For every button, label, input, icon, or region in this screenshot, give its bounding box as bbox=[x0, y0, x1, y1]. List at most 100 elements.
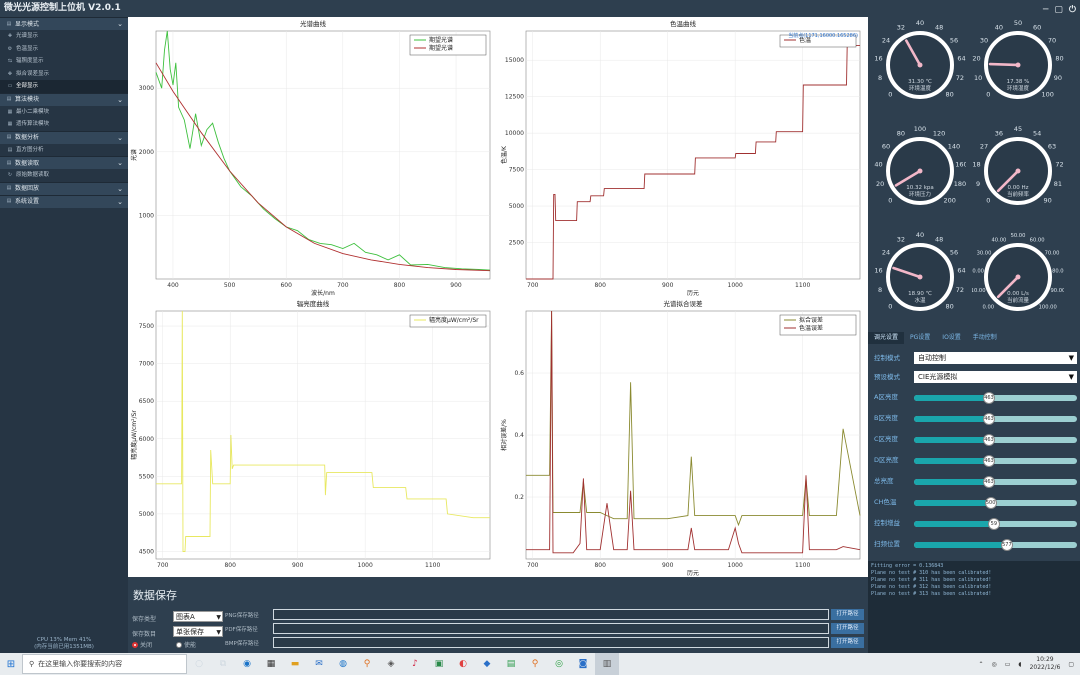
search-app-icon[interactable]: ⚲ bbox=[363, 659, 371, 669]
open-path-button[interactable]: 打开路径 bbox=[831, 637, 864, 648]
sidebar-item[interactable]: ▤ 直方图分析 bbox=[0, 144, 128, 157]
app-window-icon[interactable]: ▥ bbox=[595, 653, 619, 675]
slider-handle[interactable]: 463 bbox=[982, 392, 995, 404]
chart-title: 色温曲线 bbox=[670, 19, 697, 28]
slider-handle[interactable]: 59 bbox=[987, 518, 1000, 530]
sidebar-item[interactable]: ▦ 最小二乘模块 bbox=[0, 106, 128, 119]
power-icon[interactable]: ⏻ bbox=[1068, 5, 1076, 15]
mail-icon[interactable]: ✉ bbox=[315, 659, 323, 669]
qt-icon[interactable]: ◙ bbox=[578, 659, 588, 669]
maximize-icon[interactable]: ▢ bbox=[1054, 5, 1063, 15]
save-count-select[interactable]: 单张保存 ▼ bbox=[173, 626, 223, 637]
gauge-tick-label: 30 bbox=[980, 36, 988, 44]
slider-handle[interactable]: 463 bbox=[982, 455, 995, 467]
save-type-select[interactable]: 图表A ▼ bbox=[173, 611, 223, 622]
sidebar-group[interactable]: ▤ 系统设置 ⌄ bbox=[0, 194, 128, 208]
tab-0[interactable]: 调光设置 bbox=[868, 332, 905, 344]
legend-label: 色温误差 bbox=[799, 324, 823, 332]
slider-track[interactable]: 463 bbox=[914, 455, 1077, 467]
tab-3[interactable]: 手动控制 bbox=[972, 334, 997, 341]
folder-icon[interactable]: ▬ bbox=[290, 659, 300, 669]
sidebar-group[interactable]: ▤ 算法模块 ⌄ bbox=[0, 92, 128, 106]
preset-mode-select[interactable]: CIE光源模拟 ▼ bbox=[914, 371, 1077, 383]
tray-chevron-icon[interactable]: ⌃ bbox=[978, 660, 984, 668]
sidebar-item[interactable]: ▦ 遗传算法模块 bbox=[0, 118, 128, 131]
slider-track[interactable]: 463 bbox=[914, 413, 1077, 425]
path-label: BMP保存路径 bbox=[225, 641, 259, 647]
tab-2[interactable]: IO设置 bbox=[942, 334, 961, 341]
cortana-icon[interactable]: ○ bbox=[195, 659, 203, 669]
slider-track[interactable]: 59 bbox=[914, 518, 1077, 530]
open-path-button[interactable]: 打开路径 bbox=[831, 609, 864, 620]
cube-icon[interactable]: ◈ bbox=[387, 659, 395, 669]
sidebar-item[interactable]: ▭ 全部显示 bbox=[0, 80, 128, 93]
slider-fill bbox=[914, 416, 989, 422]
slider-handle[interactable]: 463 bbox=[982, 476, 995, 488]
tab-1[interactable]: PG设置 bbox=[910, 334, 931, 341]
radio-off[interactable]: 关闭 bbox=[132, 640, 152, 649]
store-icon[interactable]: ▦ bbox=[266, 659, 276, 669]
clock[interactable]: 10:29 2022/12/6 bbox=[1030, 656, 1061, 672]
path-input[interactable] bbox=[273, 637, 829, 648]
slider-track[interactable]: 463 bbox=[914, 476, 1077, 488]
sidebar-item[interactable]: ↻ 原始数据读取 bbox=[0, 169, 128, 182]
path-input[interactable] bbox=[273, 609, 829, 620]
sidebar-item[interactable]: ⚙ 色温显示 bbox=[0, 43, 128, 56]
windows-start-icon[interactable]: ⊞ bbox=[6, 658, 16, 670]
slider-row: C区亮度 463 bbox=[874, 433, 1080, 446]
excel-icon[interactable]: ▤ bbox=[506, 659, 516, 669]
music-icon[interactable]: ♪ bbox=[412, 659, 418, 669]
sidebar-item-label: 光谱显示 bbox=[16, 33, 39, 39]
slider-track[interactable]: 463 bbox=[914, 392, 1077, 404]
path-input[interactable] bbox=[273, 623, 829, 634]
y-tick-label: 2000 bbox=[139, 149, 154, 156]
gauge-hub bbox=[917, 62, 923, 68]
slider-track[interactable]: 577 bbox=[914, 539, 1077, 551]
minimize-icon[interactable]: ─ bbox=[1042, 5, 1049, 15]
app-icon[interactable]: ▣ bbox=[434, 659, 444, 669]
slider-row: A区亮度 463 bbox=[874, 391, 1080, 404]
taskbar-search[interactable]: ⚲ 在这里输入你要搜索的内容 bbox=[22, 654, 187, 674]
sidebar-group[interactable]: ▤ 数据分析 ⌄ bbox=[0, 130, 128, 144]
log-line: Plane no test # 311 has been calibrated! bbox=[871, 577, 992, 583]
slider-row: 总亮度 463 bbox=[874, 475, 1080, 488]
volume-icon[interactable]: ◖ bbox=[1018, 660, 1022, 668]
wechat-icon[interactable]: ◎ bbox=[555, 659, 563, 669]
chrome-icon[interactable]: ◐ bbox=[459, 659, 467, 669]
edge-icon[interactable]: ◉ bbox=[243, 659, 251, 669]
slider-handle[interactable]: 463 bbox=[982, 413, 995, 425]
slider-track[interactable]: 500 bbox=[914, 497, 1077, 509]
browser-icon[interactable]: ◍ bbox=[339, 659, 347, 669]
gauge-tick-label: 100.00 bbox=[1039, 305, 1057, 311]
sidebar-item[interactable]: ✚ 光谱显示 bbox=[0, 30, 128, 43]
sidebar-group[interactable]: ▤ 数据回放 ⌄ bbox=[0, 181, 128, 195]
control-mode-select[interactable]: 自动控制 ▼ bbox=[914, 352, 1077, 364]
slider-handle[interactable]: 577 bbox=[1000, 539, 1013, 551]
y-tick-label: 12500 bbox=[505, 94, 524, 101]
slider-handle[interactable]: 500 bbox=[984, 497, 997, 509]
sidebar-item[interactable]: ✥ 拟合误差显示 bbox=[0, 68, 128, 81]
notification-icon[interactable]: ▢ bbox=[1068, 660, 1074, 668]
sidebar-group[interactable]: ▤ 数据读取 ⌄ bbox=[0, 156, 128, 169]
log-line: Plane no test # 313 has been calibrated! bbox=[871, 591, 992, 597]
task-view-icon[interactable]: ⧉ bbox=[219, 659, 227, 669]
gauge-tick-label: 80 bbox=[946, 91, 954, 99]
network-icon[interactable]: ▭ bbox=[1004, 660, 1011, 668]
open-path-button[interactable]: 打开路径 bbox=[831, 623, 864, 634]
sidebar-item[interactable]: ⇆ 辐照度显示 bbox=[0, 55, 128, 68]
search-tool-icon[interactable]: ⚲ bbox=[531, 659, 539, 669]
y-axis-label: 光谱 bbox=[130, 149, 138, 161]
gauge-tick-label: 200 bbox=[943, 197, 955, 205]
slider-track[interactable]: 463 bbox=[914, 434, 1077, 446]
sidebar-group[interactable]: ▤ 显示模式 ⌄ bbox=[0, 17, 128, 30]
menu-icon: ▤ bbox=[6, 96, 12, 102]
slider-fill bbox=[914, 521, 994, 527]
sidebar-item-label: 遗传算法模块 bbox=[16, 121, 50, 127]
chart-title: 辐亮度曲线 bbox=[297, 299, 330, 308]
menu-icon: ▤ bbox=[6, 185, 12, 191]
wechat-tray-icon[interactable]: ◎ bbox=[991, 660, 997, 668]
slider-handle[interactable]: 463 bbox=[982, 434, 995, 446]
radio-on[interactable]: 使能 bbox=[176, 640, 196, 649]
gauge-tick-label: 20.00 bbox=[972, 268, 984, 274]
vs-icon[interactable]: ◆ bbox=[483, 659, 491, 669]
